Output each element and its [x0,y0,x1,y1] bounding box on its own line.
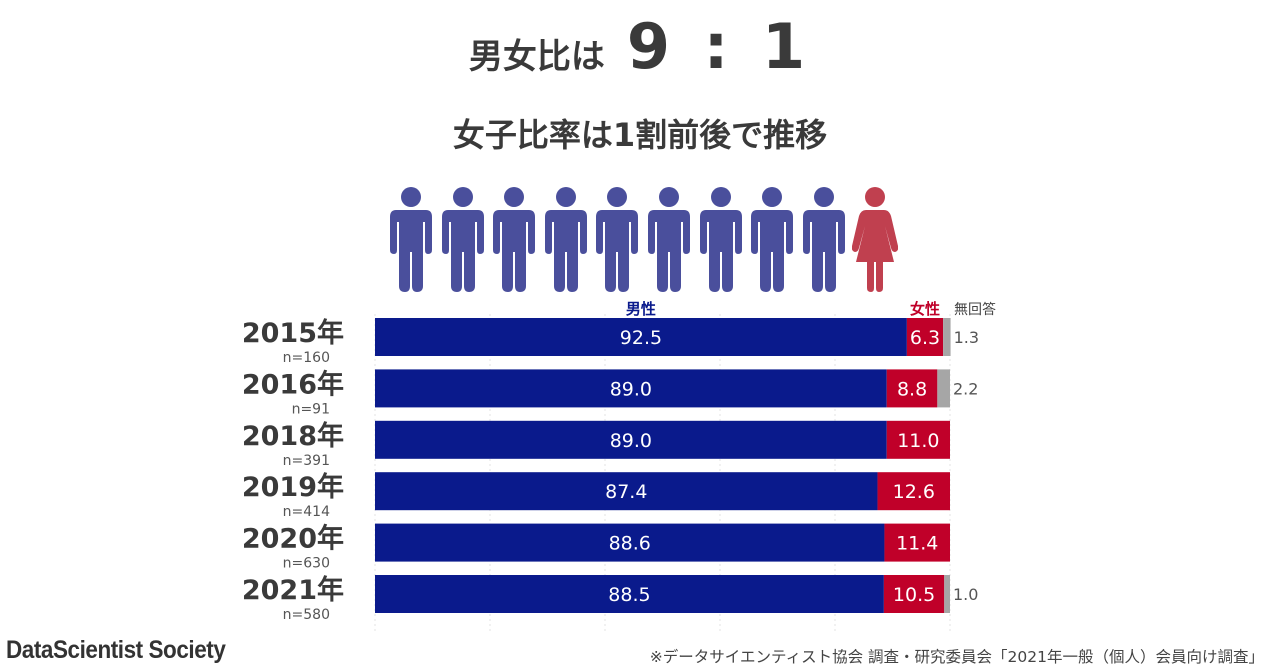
headline: 男女比は 9 : 1 [0,10,1280,90]
data-label: 87.4 [605,481,647,503]
sample-size-label: n=580 [283,607,330,623]
category-label: 2018年 [242,420,344,452]
people-icon-row [388,186,908,292]
headline-ratio: 9 : 1 [626,10,812,83]
sample-size-label: n=630 [283,556,330,572]
female-person-icon [852,187,899,292]
sample-size-label: n=91 [292,401,330,417]
sample-size-label: n=160 [283,350,330,366]
bar-segment [375,523,885,562]
data-label: 10.5 [893,584,935,606]
male-person-icon [493,187,536,292]
data-label: 11.4 [896,533,938,555]
male-person-icon [390,187,432,292]
bar-segment [886,420,950,459]
legend-female: 女性 [910,300,940,318]
data-label: 1.3 [954,328,979,347]
sample-size-label: n=391 [283,453,330,469]
male-person-icon [699,187,742,292]
sample-size-label: n=414 [283,504,330,520]
brand-logo-text: DataScientist Society [6,636,226,664]
bar-segment [943,318,951,356]
male-person-icon [544,187,587,292]
data-label: 12.6 [893,481,935,503]
data-label: 2.2 [953,379,978,398]
category-label: 2020年 [242,523,344,555]
male-person-icon [751,187,794,292]
data-label: 8.8 [897,378,927,400]
bar-segment [906,318,944,356]
legend-male: 男性 [626,300,656,318]
bar-segment [884,523,950,562]
data-label: 92.5 [620,327,662,349]
bar-segment [883,575,945,613]
category-label: 2015年 [242,317,344,349]
male-person-icon [441,187,484,292]
male-person-icon [802,187,845,292]
source-note: ※データサイエンティスト協会 調査・研究委員会「2021年一般（個人）会員向け調… [649,648,1264,666]
bar-segment [375,369,887,408]
data-label: 89.0 [610,430,652,452]
bar-segment [375,472,878,511]
bar-segment [375,420,887,459]
male-person-icon [648,187,690,292]
data-label: 88.5 [608,584,650,606]
bar-segment [937,369,950,408]
data-label: 88.6 [609,533,651,555]
data-label: 1.0 [953,585,978,604]
bar-segment [886,369,938,408]
data-label: 89.0 [610,378,652,400]
bar-segment [944,575,950,613]
category-label: 2021年 [242,574,344,606]
bar-segment [375,575,884,613]
headline-lead: 男女比は [468,37,605,77]
category-label: 2016年 [242,368,344,400]
category-label: 2019年 [242,471,344,503]
bar-segment [375,318,907,356]
male-person-icon [596,187,639,292]
bar-segment [877,472,950,511]
data-label: 6.3 [910,327,940,349]
data-label: 11.0 [897,430,939,452]
page-subtitle: 女子比率は1割前後で推移 [452,116,828,154]
legend-no-answer: 無回答 [954,301,996,318]
